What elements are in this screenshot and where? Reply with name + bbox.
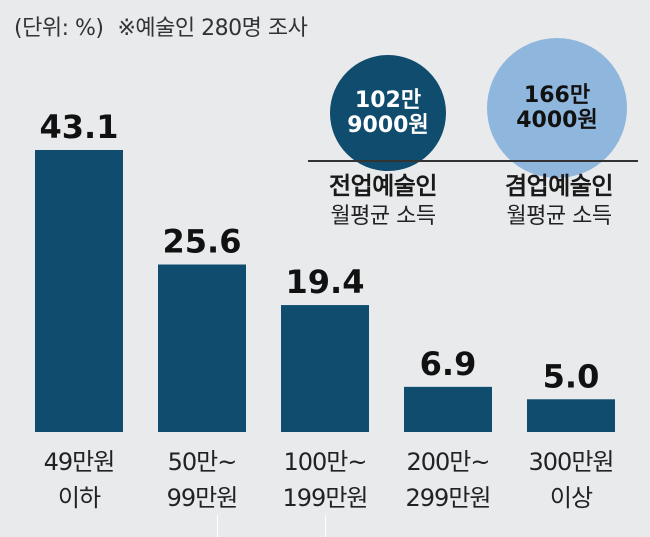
value-label-5: 5.0 [543, 357, 600, 395]
parttime-amount-line2: 4000원 [516, 108, 598, 133]
parttime-name: 겸업예술인 [505, 172, 613, 200]
fulltime-income-bubble: 102만 9000원 [330, 55, 446, 171]
category-label-3-line-2: 199만원 [283, 484, 368, 512]
parttime-income-bubble: 166만 4000원 [487, 38, 627, 178]
category-label-4-line-2: 299만원 [406, 484, 491, 512]
parttime-amount-line1: 166만 [523, 82, 591, 108]
bar-5 [527, 399, 615, 432]
value-label-4: 6.9 [420, 345, 477, 383]
chart-header: (단위: %) ※예술인 280명 조사 [14, 10, 308, 42]
unit-label: (단위: %) [14, 16, 104, 41]
fulltime-name: 전업예술인 [329, 172, 437, 200]
parttime-sub: 월평균 소득 [506, 204, 612, 229]
value-label-3: 19.4 [286, 263, 365, 301]
fulltime-amount-line2: 9000원 [347, 113, 429, 138]
category-label-1-line-1: 49만원 [44, 448, 115, 476]
fulltime-amount-line1: 102만 [354, 87, 422, 113]
fulltime-sub: 월평균 소득 [330, 204, 436, 229]
category-label-3-line-1: 100만~ [284, 448, 367, 476]
category-label-5-line-1: 300만원 [529, 448, 614, 476]
legend-divider [308, 160, 638, 162]
bar-2 [158, 264, 246, 432]
parttime-legend: 겸업예술인 월평균 소득 [480, 170, 638, 232]
axis-tick [217, 515, 218, 537]
category-label-2-line-1: 50만~ [168, 448, 237, 476]
category-label-1-line-2: 이하 [58, 484, 101, 512]
category-label-2-line-2: 99만원 [167, 484, 238, 512]
fulltime-legend: 전업예술인 월평균 소득 [308, 170, 458, 232]
value-label-2: 25.6 [163, 223, 242, 261]
survey-note: ※예술인 280명 조사 [117, 16, 308, 41]
category-label-5-line-2: 이상 [550, 484, 593, 512]
bar-3 [281, 305, 369, 432]
axis-tick [325, 515, 326, 537]
bar-4 [404, 386, 492, 432]
bar-1 [35, 150, 123, 432]
category-label-4-line-1: 200만~ [407, 448, 490, 476]
value-label-1: 43.1 [40, 108, 119, 146]
